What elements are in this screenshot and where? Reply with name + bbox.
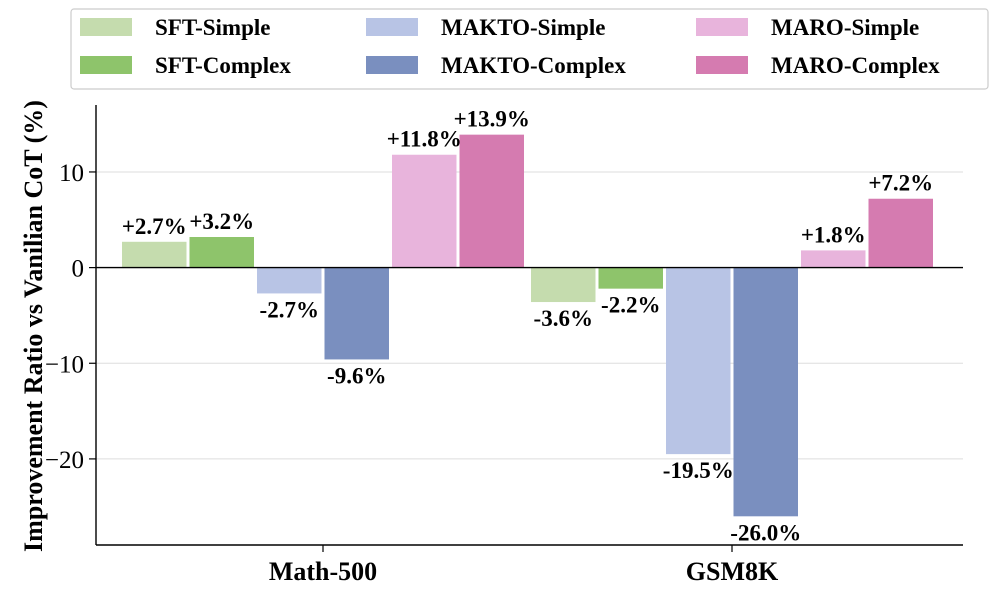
legend-entry: MARO-Complex xyxy=(771,53,940,78)
bar-maro-simple-math-500 xyxy=(392,154,457,268)
bar-sft-simple-math-500 xyxy=(122,241,187,268)
data-label: -2.7% xyxy=(260,297,319,322)
data-label: -9.6% xyxy=(327,363,386,388)
data-label: -26.0% xyxy=(730,520,801,545)
data-label: -2.2% xyxy=(601,293,660,318)
data-label: -19.5% xyxy=(663,458,734,483)
legend-swatch xyxy=(696,56,748,74)
legend-swatch xyxy=(80,18,132,36)
x-tick-label: GSM8K xyxy=(686,557,779,586)
legend-swatch xyxy=(366,18,418,36)
legend-swatch xyxy=(366,56,418,74)
bar-sft-complex-math-500 xyxy=(189,237,254,268)
bar-makto-simple-gsm8k xyxy=(666,267,731,455)
y-tick-label: 0 xyxy=(72,256,85,283)
y-tick-label: −10 xyxy=(45,351,84,378)
legend-swatch xyxy=(80,56,132,74)
y-tick-label: 10 xyxy=(59,160,84,187)
y-axis-title: Improvement Ratio vs Vanilian CoT (%) xyxy=(19,100,48,552)
bar-makto-simple-math-500 xyxy=(257,267,322,294)
legend-entry: MAKTO-Simple xyxy=(441,15,605,40)
legend-swatch xyxy=(696,18,748,36)
bar-maro-complex-gsm8k xyxy=(868,198,933,268)
legend-entry: SFT-Simple xyxy=(155,15,270,40)
data-label: +2.7% xyxy=(122,214,187,239)
data-label: +13.9% xyxy=(454,107,530,132)
bar-maro-complex-math-500 xyxy=(459,134,524,268)
data-label: +11.8% xyxy=(387,127,462,152)
y-tick-label: −20 xyxy=(45,447,84,474)
bar-makto-complex-math-500 xyxy=(324,267,389,360)
legend-entry: SFT-Complex xyxy=(155,53,291,78)
legend-box xyxy=(70,8,989,90)
data-label: -3.6% xyxy=(534,306,593,331)
legend-entry: MARO-Simple xyxy=(771,15,919,40)
x-tick-label: Math-500 xyxy=(269,557,377,586)
bar-sft-simple-gsm8k xyxy=(531,267,596,303)
legend-entry: MAKTO-Complex xyxy=(441,53,626,78)
bar-sft-complex-gsm8k xyxy=(598,267,663,289)
data-label: +1.8% xyxy=(801,222,866,247)
data-label: +7.2% xyxy=(868,171,933,196)
data-label: +3.2% xyxy=(189,209,254,234)
bar-makto-complex-gsm8k xyxy=(733,267,798,517)
bar-maro-simple-gsm8k xyxy=(801,250,866,268)
